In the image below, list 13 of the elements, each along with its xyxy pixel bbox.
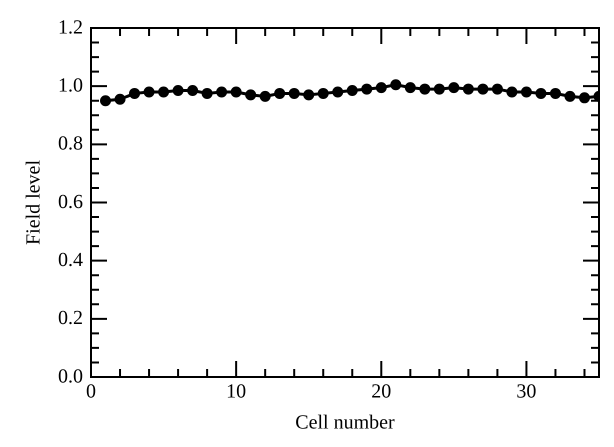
- y-tick-label: 0.2: [58, 307, 83, 330]
- y-tick-label: 0.8: [58, 132, 83, 155]
- y-tick-label: 1.2: [58, 16, 83, 38]
- y-tick-label: 0.0: [58, 365, 83, 388]
- x-tick-label: 20: [371, 380, 392, 402]
- y-tick-label: 1.0: [58, 74, 83, 96]
- y-axis-title: Field level: [22, 160, 44, 245]
- x-tick-label: 30: [516, 380, 536, 402]
- x-tick-label: 0: [86, 380, 96, 402]
- y-tick-label: 0.4: [58, 248, 83, 271]
- x-axis-title: Cell number: [295, 411, 396, 434]
- x-tick-label: 10: [226, 380, 246, 402]
- y-tick-label: 0.6: [58, 190, 83, 213]
